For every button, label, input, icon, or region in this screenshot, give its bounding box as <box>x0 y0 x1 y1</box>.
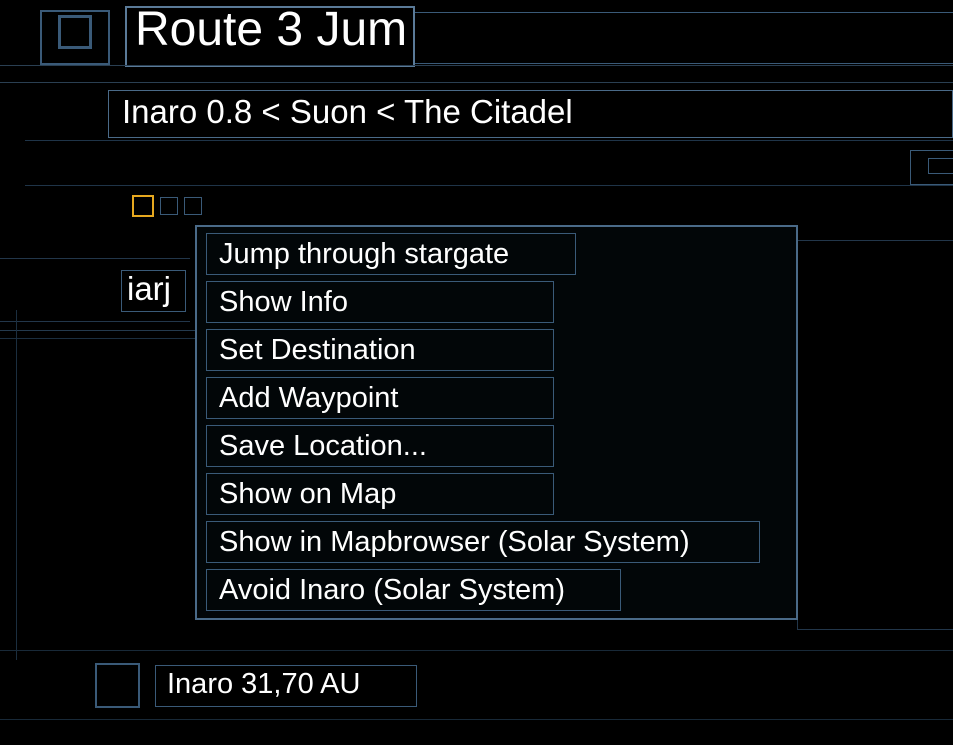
menu-item-show-info[interactable]: Show Info <box>206 281 554 323</box>
ghost-line-1 <box>0 330 195 331</box>
menu-item-save-location[interactable]: Save Location... <box>206 425 554 467</box>
menu-item-show-in-mapbrowser-solar-system[interactable]: Show in Mapbrowser (Solar System) <box>206 521 760 563</box>
route-title: Route 3 Jum <box>135 2 407 57</box>
route-waypoint-current[interactable] <box>132 195 154 217</box>
menu-item-set-destination[interactable]: Set Destination <box>206 329 554 371</box>
location-breadcrumb: Inaro 0.8 < Suon < The Citadel <box>122 93 573 131</box>
menu-item-show-on-map[interactable]: Show on Map <box>206 473 554 515</box>
bottom-strip <box>0 650 953 720</box>
header-icon <box>58 15 92 49</box>
top-bar-extension <box>415 12 953 64</box>
partial-text: iarj <box>127 270 171 308</box>
right-ghost-panel <box>797 240 953 630</box>
route-waypoint-2[interactable] <box>160 197 178 215</box>
bottom-icon-frame <box>95 663 140 708</box>
horizontal-strip <box>0 65 953 83</box>
menu-item-add-waypoint[interactable]: Add Waypoint <box>206 377 554 419</box>
right-ghost-box-2 <box>928 158 953 174</box>
ghost-line-2 <box>0 338 195 339</box>
sub-bar <box>25 140 953 186</box>
menu-item-jump-through-stargate[interactable]: Jump through stargate <box>206 233 576 275</box>
ghost-vline <box>16 310 17 660</box>
route-waypoint-3[interactable] <box>184 197 202 215</box>
bottom-info: Inaro 31,70 AU <box>167 668 360 701</box>
menu-item-avoid-inaro-solar-system[interactable]: Avoid Inaro (Solar System) <box>206 569 621 611</box>
